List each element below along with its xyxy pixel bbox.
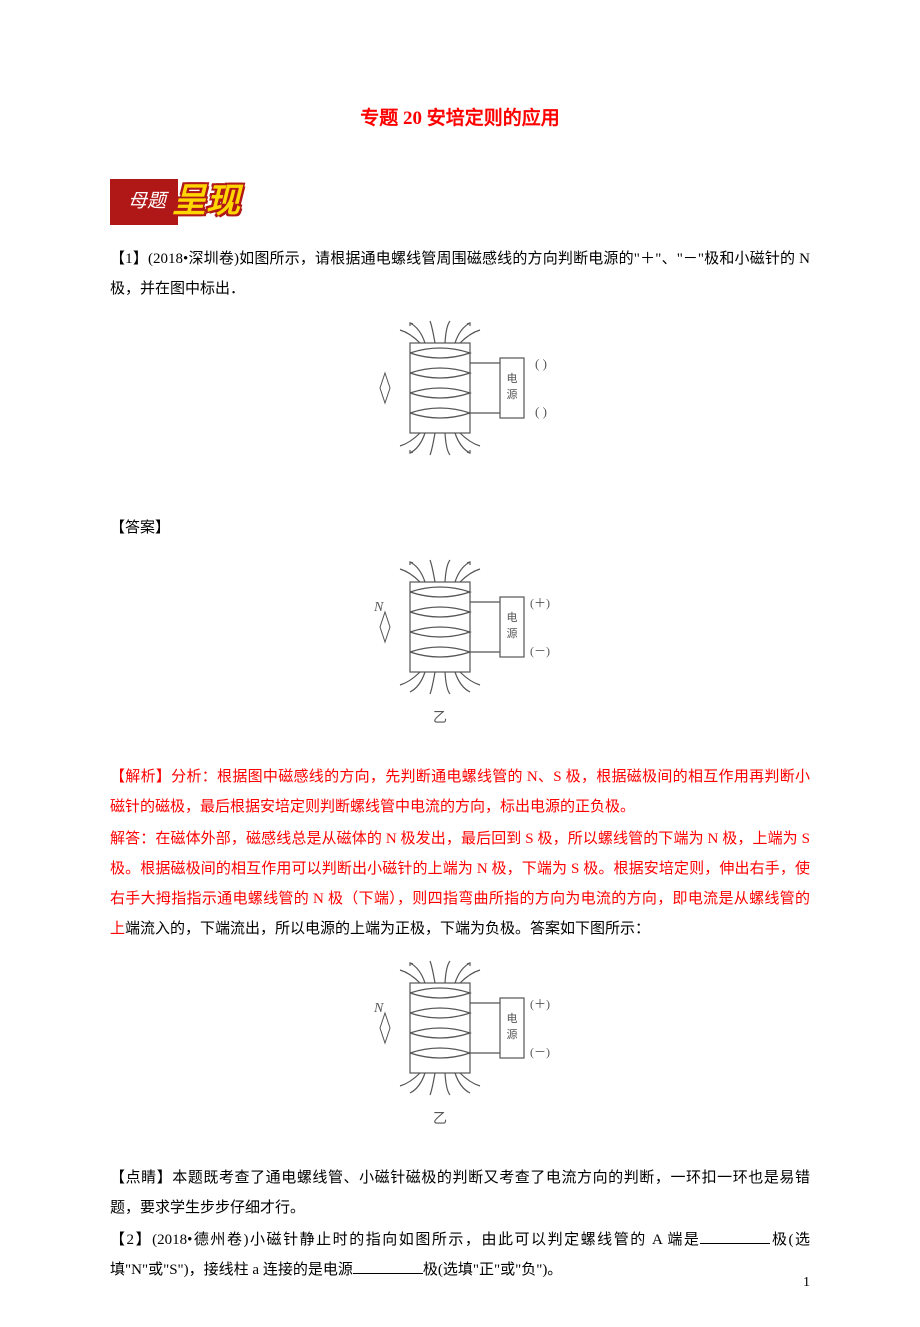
solenoid-diagram-3: 电 源 (＋) (－) N 乙 (350, 958, 570, 1138)
analysis-text: 【解析】分析：根据图中磁感线的方向，先判断通电螺线管的 N、S 极，根据磁极间的… (110, 762, 810, 822)
svg-text:电: 电 (507, 611, 518, 624)
svg-text:(＋): (＋) (530, 997, 550, 1011)
blank-1 (700, 1228, 770, 1245)
svg-text:( ): ( ) (535, 356, 547, 371)
question-2-text: 【2】(2018•德州卷)小磁针静止时的指向如图所示，由此可以判定螺线管的 A … (110, 1225, 810, 1285)
solve-black-body: 端流入的，下端流出，所以电源的上端为正极，下端为负极。答案如下图所示： (125, 921, 650, 937)
svg-text:电: 电 (507, 1012, 518, 1025)
dianjing-prefix: 【点睛】 (110, 1170, 172, 1186)
figure-1: 电 源 ( ) ( ) (110, 318, 810, 499)
answer-label: 【答案】 (110, 513, 810, 543)
svg-text:N: N (373, 1001, 384, 1016)
banner-red-label: 母题 (110, 179, 178, 225)
solve-prefix: 解答： (110, 831, 155, 847)
svg-text:电: 电 (507, 372, 518, 385)
solenoid-diagram-1: 电 源 ( ) ( ) (350, 318, 570, 488)
svg-text:(＋): (＋) (530, 596, 550, 610)
svg-text:乙: 乙 (433, 710, 447, 726)
svg-text:(－): (－) (530, 644, 550, 658)
section-banner: 母题呈现 (110, 168, 246, 236)
svg-text:N: N (373, 600, 384, 615)
figure-3: 电 源 (＋) (－) N 乙 (110, 958, 810, 1149)
analysis-body: 分析：根据图中磁感线的方向，先判断通电螺线管的 N、S 极，根据磁极间的相互作用… (110, 769, 810, 815)
svg-text:乙: 乙 (433, 1111, 447, 1127)
svg-text:源: 源 (507, 1027, 518, 1041)
svg-text:源: 源 (507, 626, 518, 640)
solenoid-diagram-2: 电 源 (＋) (－) N 乙 (350, 557, 570, 737)
q2-part3: 极(选填"正"或"负")。 (423, 1262, 562, 1278)
q2-part1: 【2】(2018•德州卷)小磁针静止时的指向如图所示，由此可以判定螺线管的 A … (110, 1232, 700, 1248)
svg-text:(－): (－) (530, 1045, 550, 1059)
banner-yellow-label: 呈现 (172, 168, 240, 236)
question-1-text: 【1】(2018•深圳卷)如图所示，请根据通电螺线管周围磁感线的方向判断电源的"… (110, 244, 810, 304)
page-number: 1 (803, 1269, 810, 1297)
solve-text: 解答：在磁体外部，磁感线总是从磁体的 N 极发出，最后回到 S 极，所以螺线管的… (110, 824, 810, 944)
svg-text:( ): ( ) (535, 404, 547, 419)
dianjing-text: 【点睛】本题既考查了通电螺线管、小磁针磁极的判断又考查了电流方向的判断，一环扣一… (110, 1163, 810, 1223)
analysis-prefix: 【解析】 (110, 769, 171, 785)
blank-2 (353, 1258, 423, 1275)
dianjing-body: 本题既考查了通电螺线管、小磁针磁极的判断又考查了电流方向的判断，一环扣一环也是易… (110, 1170, 810, 1216)
page-title: 专题 20 安培定则的应用 (110, 100, 810, 138)
figure-2: 电 源 (＋) (－) N 乙 (110, 557, 810, 748)
svg-text:源: 源 (507, 387, 518, 401)
